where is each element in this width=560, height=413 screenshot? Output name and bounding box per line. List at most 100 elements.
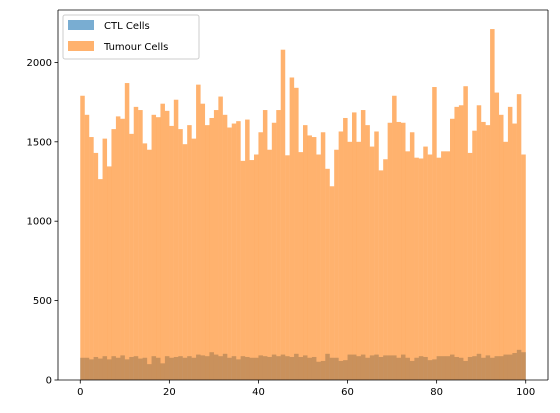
histogram-bar [334,149,339,380]
legend-box [62,14,200,60]
histogram-bar [360,110,366,380]
histogram-bar [285,155,290,380]
histogram-bar [267,149,272,380]
histogram-bar [369,146,375,380]
histogram-bar [307,135,312,380]
histogram-bar [311,137,317,380]
histogram-bar [401,122,406,380]
histogram-bar [196,84,201,380]
histogram-bar [490,29,495,381]
histogram-bar [107,166,112,380]
histogram-bar [507,106,513,381]
histogram-bar [303,125,308,380]
histogram-bar [249,160,255,380]
histogram-bar [218,96,223,381]
histogram-bar [467,152,473,380]
x-tick-label: 0 [77,387,83,398]
histogram-bar [405,151,410,380]
y-tick-label: 1000 [27,217,52,228]
histogram-bar [476,105,482,380]
histogram-bar [316,154,321,380]
histogram-bar [356,141,361,380]
y-tick-label: 1500 [27,137,52,148]
histogram-bar [325,168,330,380]
histogram-bar [347,141,353,380]
histogram-bar [450,118,455,380]
histogram-bar [231,123,237,380]
histogram-bar [120,118,125,380]
histogram-bar [254,154,259,380]
histogram-bar [365,125,370,380]
x-tick-label: 20 [163,387,176,398]
histogram-bar [485,125,491,380]
histogram-bar [418,158,424,380]
x-tick-label: 60 [341,387,354,398]
legend-label-tumour: Tumour Cells [103,42,168,53]
y-tick-label: 0 [46,376,52,387]
histogram-bar [396,121,402,380]
y-tick-label: 2000 [27,58,52,69]
histogram-bar [151,114,157,380]
histogram-bar [236,121,241,380]
histogram-bar [227,127,232,380]
series-tumour-cells [80,29,526,381]
histogram-bar [222,114,228,380]
histogram-bar [213,110,219,380]
histogram-bar [262,110,268,380]
histogram-bar [245,119,250,380]
histogram-bar [458,105,464,380]
x-tick-label: 100 [516,387,535,398]
histogram-bar [173,99,179,380]
histogram-bar [115,116,121,380]
histogram-bar [463,86,468,380]
histogram-bar [516,94,522,380]
histogram-bar [343,117,348,380]
histogram-bar [352,112,357,381]
histogram-bar [481,121,486,380]
histogram-bar [84,114,90,380]
histogram-bar [289,77,295,381]
histogram-bar [387,122,393,380]
histogram-bar [338,131,344,380]
histogram-bar [111,129,116,380]
histogram-bar [187,125,192,380]
histogram-bar [182,144,188,380]
histogram-bar [156,117,161,380]
legend-label-ctl: CTL Cells [104,21,150,32]
histogram-bar [494,92,500,380]
y-tick-label: 500 [33,296,52,307]
histogram-bar [499,114,504,380]
histogram-bar [378,170,384,380]
histogram-bar [383,159,388,380]
histogram-bar [427,154,433,380]
histogram-bar [374,131,379,380]
histogram-bar [138,110,143,380]
histogram-bar [441,151,446,380]
histogram-bar [191,138,197,380]
histogram-bar [271,122,277,380]
x-tick-label: 40 [252,387,265,398]
histogram-bar [160,103,165,380]
histogram-bar [205,125,210,380]
histogram-bar [423,146,428,380]
histogram-bar [280,49,286,380]
histogram-bar [298,152,304,380]
histogram-bar [133,106,139,381]
legend-swatch-tumour [68,41,94,51]
histogram-bar [142,143,148,380]
histogram-bar [392,95,397,380]
histogram-bar [209,117,214,380]
histogram-bar [80,95,85,380]
histogram-bar [169,125,174,380]
histogram-bar [329,186,335,380]
histogram-bar [472,130,477,380]
histogram-bar [147,149,152,380]
legend-swatch-ctl [68,20,94,30]
histogram-bar [436,157,442,380]
histogram-bar [178,129,183,380]
histogram-bar [521,154,526,380]
histogram-bar [276,110,281,380]
bars-layer [80,29,526,381]
histogram-bar [124,83,130,381]
